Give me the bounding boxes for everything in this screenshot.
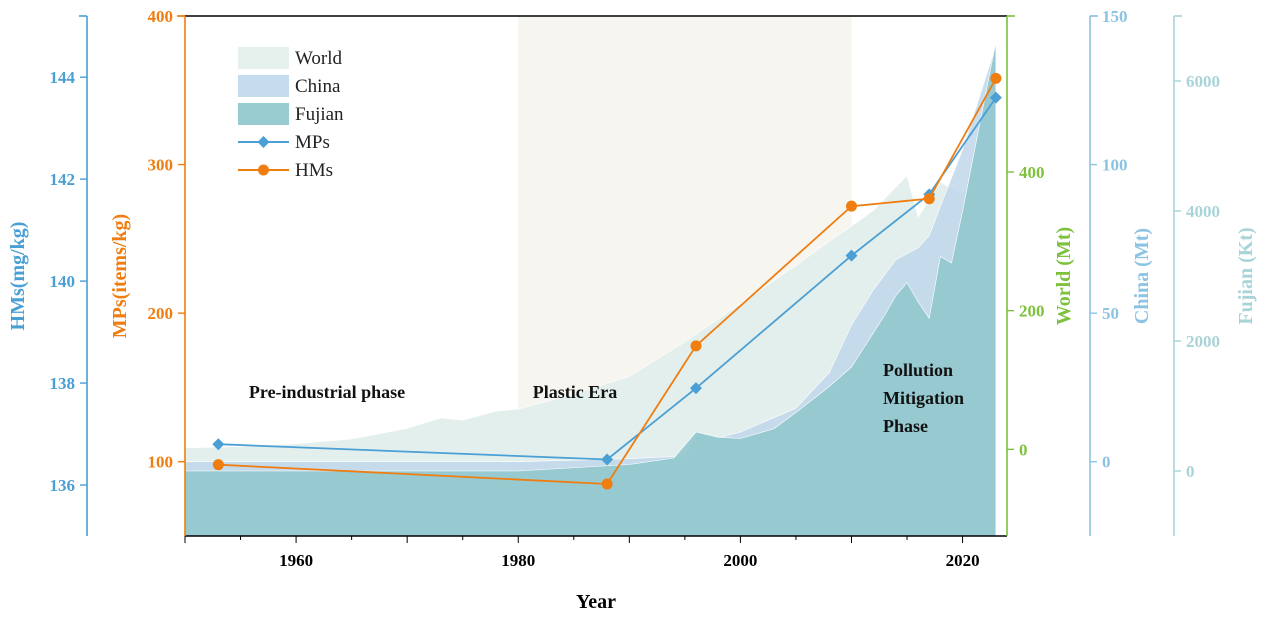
point-hms-2010 [845,200,857,212]
legend-label-china: China [295,76,341,97]
legend: World China Fujian MPs HMs [238,47,344,181]
area-series [184,41,997,537]
y-tick-label-fujian-4000: 4000 [1186,202,1220,221]
phase-label-line: Pollution [883,360,953,380]
y-tick-label-world-0: 0 [1019,440,1028,459]
legend-label-hms: HMs [295,160,333,181]
x-axis-title: Year [576,591,616,613]
y-tick-label-china-150: 150 [1102,7,1128,26]
y-tick-label-fujian-6000: 6000 [1186,72,1220,91]
y-axis-title-mps: MPs(items/kg) [109,214,131,338]
y-axis-title-china: China (Mt) [1131,228,1153,324]
legend-swatch-world [238,47,289,69]
line-hms [218,77,997,485]
point-hms-1953 [212,459,224,471]
y-tick-label-mps-200: 200 [148,304,174,323]
phase-label-line: Plastic Era [533,382,617,402]
area-fujian [184,41,997,537]
y-axis-title-fujian: Fujian (Kt) [1235,227,1257,324]
phase-label-plastic-era: Plastic Era [533,382,617,402]
y-tick-label-china-100: 100 [1102,156,1128,175]
y-tick-label-hms-144: 144 [50,68,76,87]
y-tick-label-mps-100: 100 [148,453,174,472]
line-series [212,72,1002,490]
x-tick-label-2000: 2000 [723,551,757,570]
point-mps-2023 [989,91,1002,104]
area-china [184,45,997,537]
y-tick-label-hms-138: 138 [50,374,76,393]
point-mps-1996 [689,382,702,395]
point-hms-1988 [601,478,613,490]
y-tick-label-hms-142: 142 [50,170,76,189]
y-tick-label-hms-136: 136 [50,476,76,495]
phase-label-line: Pre-industrial phase [249,382,405,402]
legend-marker-hms [258,164,269,176]
y-tick-label-mps-400: 400 [148,7,174,26]
y-tick-label-fujian-2000: 2000 [1186,332,1220,351]
phase-labels: Pre-industrial phase Plastic Era Pollution… [249,360,964,436]
y-tick-label-mps-300: 300 [148,156,174,175]
point-hms-2017 [923,193,935,205]
y-tick-label-world-400: 400 [1019,163,1045,182]
phase-label-pre-industrial-phase: Pre-industrial phase [249,382,405,402]
y-tick-label-hms-140: 140 [50,272,76,291]
legend-label-mps: MPs [295,132,330,153]
x-tick-label-1980: 1980 [501,551,535,570]
point-hms-2023 [990,72,1002,84]
legend-label-fujian: Fujian [295,104,344,125]
y-axis-title-world: World (Mt) [1053,227,1075,325]
legend-swatch-fujian [238,103,289,125]
y-tick-label-world-200: 200 [1019,302,1045,321]
point-hms-1996 [690,340,702,352]
axes: 1960 1980 2000 2020Year136138140142144HMs(m… [7,7,1257,613]
legend-swatch-china [238,75,289,97]
point-mps-2010 [845,249,858,262]
x-tick-label-2020: 2020 [946,551,980,570]
legend-label-world: World [295,48,343,69]
y-axis-title-hms: HMs(mg/kg) [7,222,29,331]
phase-label-line: Phase [883,416,928,436]
point-mps-1988 [601,453,614,466]
y-tick-label-china-50: 50 [1102,304,1119,323]
y-tick-label-fujian-0: 0 [1186,462,1195,481]
phase-label-pollution-mitigation-phase: Pollution Mitigation Phase [883,360,964,436]
point-mps-1953 [212,438,225,451]
x-tick-label-1960: 1960 [279,551,313,570]
legend-marker-mps [257,136,270,148]
y-tick-label-china-0: 0 [1102,453,1111,472]
phase-label-line: Mitigation [883,388,964,408]
